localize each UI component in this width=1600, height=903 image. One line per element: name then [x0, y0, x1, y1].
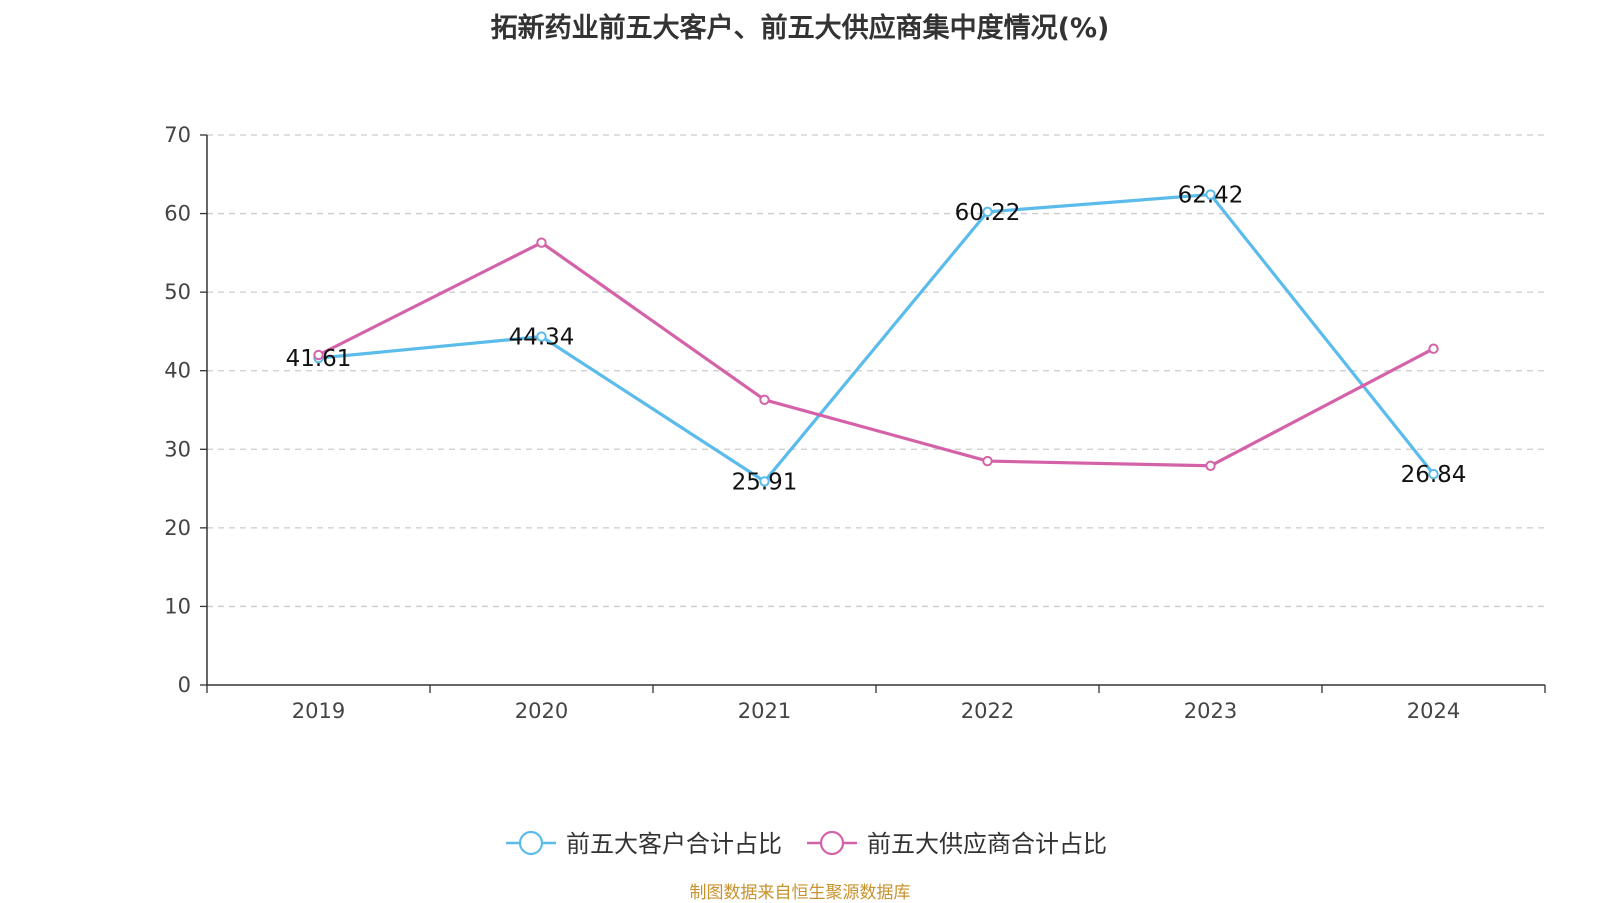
data-point-1-2023 — [1205, 460, 1216, 471]
x-tick-label-2019: 2019 — [292, 699, 345, 723]
x-tick-label-2020: 2020 — [515, 699, 568, 723]
data-label-2024: 26.84 — [1401, 462, 1467, 488]
y-tick-label: 40 — [164, 359, 191, 383]
data-point-1-2022 — [982, 455, 993, 467]
data-labels: 41.61 44.34 25.91 60.22 62.42 26.84 — [286, 183, 1467, 496]
series-lines — [313, 189, 1439, 487]
source-note: 制图数据来自恒生聚源数据库 — [689, 883, 911, 903]
chart-title: 拓新药业前五大客户、前五大供应商集中度情况(%) — [490, 13, 1110, 44]
legend-label: 前五大供应商合计占比 — [867, 830, 1107, 858]
data-point-1-2021 — [759, 394, 770, 405]
x-tick-label-2024: 2024 — [1407, 699, 1460, 723]
y-tick-label: 30 — [164, 437, 191, 461]
series-line-1 — [317, 241, 1435, 468]
series-line-0 — [318, 192, 1435, 484]
y-tick-label: 70 — [164, 123, 191, 147]
y-tick-label: 10 — [164, 594, 191, 618]
data-label-2023: 62.42 — [1178, 183, 1244, 209]
legend: 前五大客户合计占比 前五大供应商合计占比 — [506, 830, 1107, 858]
legend-swatch-marker — [819, 830, 845, 856]
y-tick-label: 20 — [164, 516, 191, 540]
y-tick-label: 0 — [178, 673, 191, 697]
x-tick-label-2022: 2022 — [961, 699, 1014, 723]
data-label-2022: 60.22 — [955, 200, 1021, 226]
data-point-0-2024 — [1428, 468, 1439, 480]
data-point-1-2019 — [313, 349, 324, 361]
data-point-1-2024 — [1428, 343, 1439, 354]
data-point-1-2020 — [536, 237, 547, 248]
data-label-2020: 44.34 — [509, 325, 575, 351]
y-tick-label: 60 — [164, 202, 191, 226]
data-label-2019: 41.61 — [286, 346, 352, 372]
data-point-0-2021 — [759, 476, 770, 487]
data-point-0-2023 — [1205, 189, 1216, 200]
legend-item-1[interactable]: 前五大供应商合计占比 — [807, 830, 1107, 858]
y-tick-label: 50 — [164, 280, 191, 304]
data-point-0-2020 — [536, 331, 547, 342]
x-tick-label-2023: 2023 — [1184, 699, 1237, 723]
legend-swatch-marker — [518, 830, 544, 856]
grid-lines — [207, 134, 1545, 608]
data-point-0-2022 — [982, 206, 993, 218]
x-tick-label-2021: 2021 — [738, 699, 791, 723]
data-label-2021: 25.91 — [732, 469, 798, 495]
legend-label: 前五大客户合计占比 — [566, 830, 782, 858]
axes: 0 10 20 30 40 50 60 70 2019 2020 2021 2022 2023 2024 — [164, 123, 1546, 723]
legend-item-0[interactable]: 前五大客户合计占比 — [506, 830, 782, 858]
